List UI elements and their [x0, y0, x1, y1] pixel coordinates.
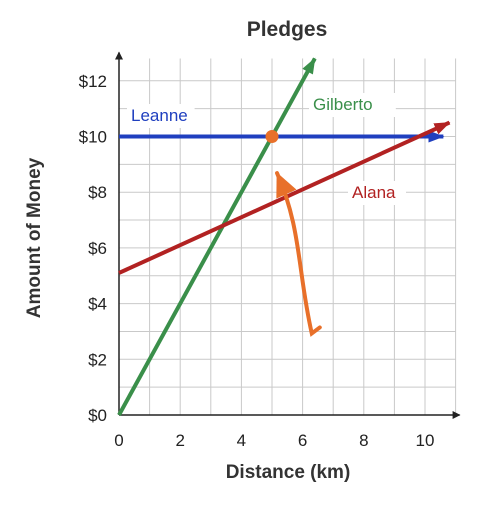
y-axis-label: Amount of Money: [24, 157, 45, 318]
series-label-alana: Alana: [352, 183, 396, 202]
x-axis-label: Distance (km): [226, 462, 351, 483]
chart-title: Pledges: [247, 18, 328, 41]
y-tick-label-4: $4: [88, 295, 107, 314]
series-label-bg-alana: [348, 181, 406, 205]
series-label-gilberto: Gilberto: [313, 95, 373, 114]
annotation: [265, 130, 322, 337]
x-tick-label-0: 0: [114, 431, 123, 450]
x-tick-label-10: 10: [416, 431, 435, 450]
y-tick-label-8: $8: [88, 183, 107, 202]
x-tick-label-6: 6: [298, 431, 307, 450]
series-line-gilberto: [117, 57, 317, 416]
series-label-bg-gilberto: [309, 93, 396, 117]
y-tick-label-0: $0: [88, 406, 107, 425]
y-tick-label-2: $2: [88, 350, 107, 369]
x-tick-label-8: 8: [359, 431, 368, 450]
annotation-arrow: [275, 171, 322, 337]
y-tick-label-12: $12: [79, 72, 107, 91]
series-labels: Leanne Gilberto Alana: [127, 93, 406, 205]
series-label-bg-leanne: [127, 104, 195, 128]
series-label-leanne: Leanne: [131, 106, 188, 125]
axes: [115, 51, 461, 419]
y-tick-label-10: $10: [79, 128, 107, 147]
x-tick-label-2: 2: [175, 431, 184, 450]
grid: [119, 58, 457, 415]
tick-labels: 0 2 4 6 8 10 $0 $2 $4 $6 $8 $10 $12: [79, 72, 435, 450]
x-tick-label-4: 4: [237, 431, 246, 450]
y-tick-label-6: $6: [88, 239, 107, 258]
intersection-point: [265, 130, 279, 143]
